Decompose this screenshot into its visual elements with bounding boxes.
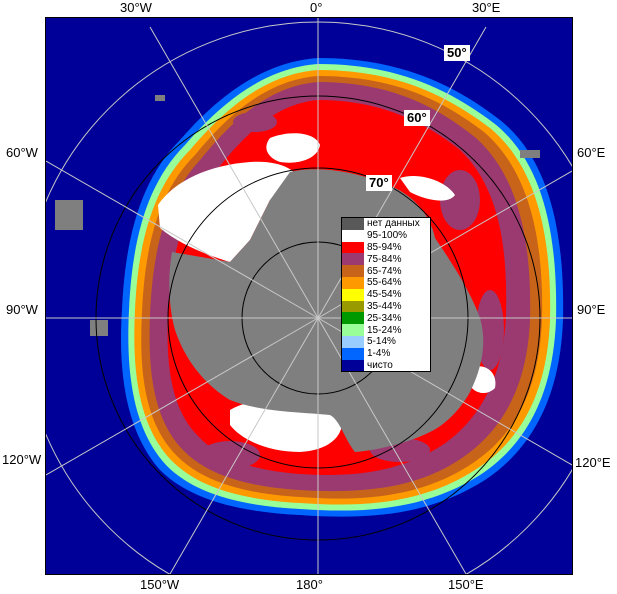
- legend-item: 35-44%: [342, 300, 430, 313]
- legend-label: 1-4%: [367, 348, 391, 360]
- legend-item: 1-4%: [342, 347, 430, 360]
- legend-swatch: [342, 312, 364, 325]
- legend-item: 95-100%: [342, 229, 430, 242]
- meridian-150w: [169, 317, 319, 574]
- legend-label: 55-64%: [367, 277, 402, 289]
- lon-label-120e: 120°E: [575, 455, 611, 470]
- legend-label: 15-24%: [367, 324, 402, 336]
- legend-label: 95-100%: [367, 230, 408, 242]
- lat-label-50: 50°: [444, 45, 470, 61]
- no-data-patch: [520, 150, 540, 158]
- lon-label-180: 180°: [296, 577, 323, 592]
- ice-patch-75-84: [476, 290, 504, 370]
- legend-swatch: [342, 300, 364, 313]
- lat-label-70: 70°: [366, 175, 392, 191]
- legend-label: 65-74%: [367, 265, 402, 277]
- lon-label-0: 0°: [310, 0, 323, 15]
- meridian-120w: [46, 317, 319, 476]
- legend-swatch: [342, 324, 364, 336]
- legend-swatch: [342, 253, 364, 266]
- legend-item: 75-84%: [342, 253, 430, 266]
- legend-label: чисто: [367, 359, 393, 371]
- lon-label-30e: 30°E: [472, 0, 501, 15]
- legend-item: 25-34%: [342, 312, 430, 325]
- lat-label-60: 60°: [404, 110, 430, 126]
- ice-patch-75-84: [440, 170, 480, 230]
- legend-label: 45-54%: [367, 289, 402, 301]
- lon-label-30w: 30°W: [120, 0, 152, 15]
- legend-swatch: [342, 276, 364, 289]
- lon-label-90w: 90°W: [6, 302, 38, 317]
- no-data-patch: [55, 200, 83, 230]
- meridian-30w: [149, 26, 319, 319]
- legend-item: 5-14%: [342, 335, 430, 348]
- ice-patch-95-100: [400, 175, 455, 201]
- map-frame: [45, 17, 573, 575]
- lon-label-60e: 60°E: [577, 145, 606, 160]
- legend-label: 75-84%: [367, 253, 402, 265]
- legend-label: 35-44%: [367, 300, 402, 312]
- legend-item: 85-94%: [342, 241, 430, 254]
- legend-label: 25-34%: [367, 312, 402, 324]
- legend-item: 45-54%: [342, 288, 430, 301]
- ice-patch-75-84: [233, 112, 277, 132]
- legend-swatch: [342, 335, 364, 348]
- legend-label: нет данных: [367, 218, 420, 230]
- ice-patch-95-100: [158, 161, 300, 262]
- lon-label-90e: 90°E: [577, 302, 606, 317]
- legend-item: 65-74%: [342, 265, 430, 277]
- legend-item: чисто: [342, 359, 430, 372]
- no-data-patch: [155, 95, 165, 101]
- ice-patch-75-84: [200, 441, 260, 469]
- ice-patch-95-100: [266, 133, 320, 163]
- legend: нет данных 95-100% 85-94% 75-84% 65-74% 55-64…: [341, 217, 431, 373]
- legend-swatch: [342, 288, 364, 301]
- legend-swatch: [342, 359, 364, 372]
- lon-label-150w: 150°W: [140, 577, 180, 592]
- lon-label-60w: 60°W: [6, 145, 38, 160]
- lon-label-120w: 120°W: [2, 452, 42, 467]
- lon-label-150e: 150°E: [448, 577, 484, 592]
- legend-label: 5-14%: [367, 336, 396, 348]
- legend-swatch: [342, 218, 364, 230]
- legend-swatch: [342, 347, 364, 360]
- legend-swatch: [342, 265, 364, 277]
- meridian-60w: [46, 160, 319, 319]
- no-data-patch: [90, 320, 108, 336]
- legend-swatch: [342, 241, 364, 254]
- legend-item: нет данных: [342, 218, 430, 230]
- legend-item: 15-24%: [342, 324, 430, 336]
- legend-item: 55-64%: [342, 276, 430, 289]
- legend-swatch: [342, 229, 364, 242]
- legend-label: 85-94%: [367, 241, 402, 253]
